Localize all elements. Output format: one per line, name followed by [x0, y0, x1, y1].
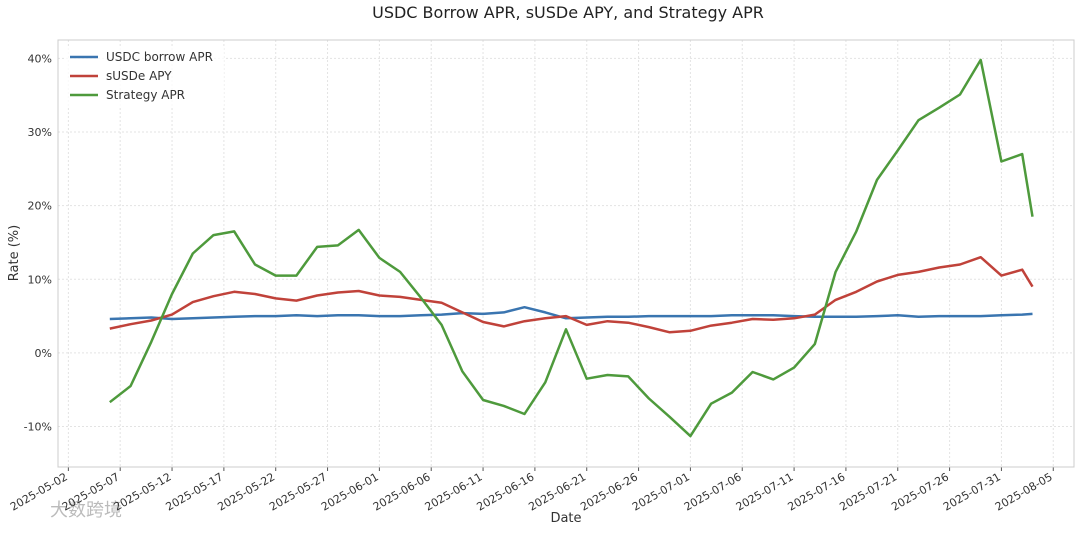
x-tick-label: 2025-05-17 — [164, 470, 226, 513]
x-tick-label: 2025-06-11 — [423, 470, 485, 513]
y-tick-label: 30% — [28, 126, 52, 139]
watermark: 大数跨境 — [50, 500, 122, 521]
x-tick-label: 2025-05-27 — [267, 470, 329, 513]
x-tick-label: 2025-06-21 — [526, 470, 588, 513]
x-axis-label: Date — [550, 511, 581, 526]
x-tick-label: 2025-06-06 — [371, 470, 433, 513]
x-tick-label: 2025-06-26 — [578, 470, 640, 513]
plot-frame — [57, 39, 1075, 468]
x-tick-label: 2025-07-01 — [630, 470, 692, 513]
x-tick-label: 2025-07-11 — [734, 470, 796, 513]
x-tick-label: 2025-06-01 — [319, 470, 381, 513]
y-tick-label: 10% — [28, 273, 52, 286]
y-axis-label: Rate (%) — [7, 225, 22, 281]
legend-label: USDC borrow APR — [106, 50, 213, 64]
line-series — [109, 58, 1034, 438]
y-tick-label: -10% — [24, 421, 52, 434]
x-tick-label: 2025-07-21 — [837, 470, 899, 513]
y-tick-label: 20% — [28, 200, 52, 213]
x-tick-label: 2025-05-12 — [112, 470, 174, 513]
x-tick-label: 2025-07-16 — [786, 470, 848, 513]
y-tick-label: 0% — [35, 347, 52, 360]
x-tick-label: 2025-06-16 — [475, 470, 537, 513]
legend-label: Strategy APR — [106, 88, 185, 102]
x-tick-label: 2025-08-05 — [993, 470, 1055, 513]
legend: USDC borrow APR sUSDe APY Strategy APR — [64, 46, 224, 108]
y-tick-label: 40% — [28, 52, 52, 65]
line-series — [109, 305, 1033, 321]
x-tick-label: 2025-07-31 — [941, 470, 1003, 513]
x-tick-label: 2025-07-06 — [682, 470, 744, 513]
chart-title: USDC Borrow APR, sUSDe APY, and Strategy… — [372, 3, 764, 22]
legend-label: sUSDe APY — [106, 69, 172, 83]
x-tick-label: 2025-07-26 — [889, 470, 951, 513]
line-series — [109, 255, 1034, 334]
x-tick-label: 2025-05-22 — [215, 470, 277, 513]
